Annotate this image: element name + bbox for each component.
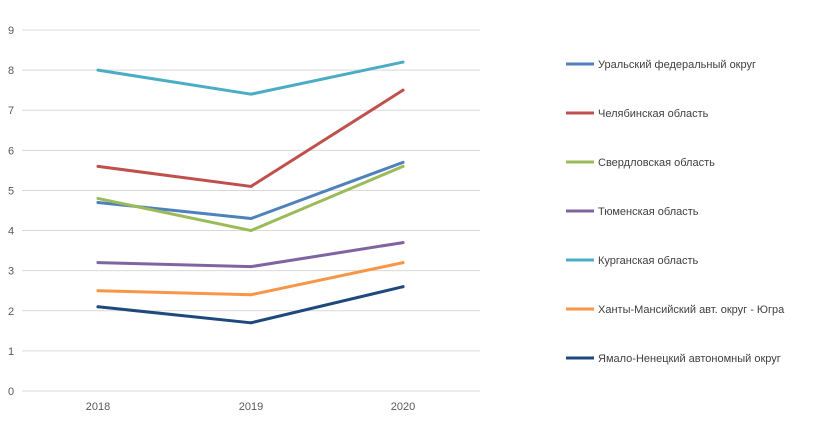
data-point: [96, 200, 100, 204]
legend: Уральский федеральный округ Челябинская о…: [566, 59, 785, 365]
axes: 0 1 2 3 4 5 6 7 8 9 2018 2019 2020: [8, 25, 415, 413]
series-line: [96, 241, 405, 269]
data-point: [249, 265, 253, 269]
data-point: [249, 92, 253, 96]
y-tick-label: 7: [8, 105, 14, 117]
series-line: [96, 60, 405, 96]
y-tick-label: 5: [8, 185, 14, 197]
series-line: [96, 88, 405, 188]
data-point: [249, 184, 253, 188]
y-tick-label: 3: [8, 266, 14, 278]
series-lines: [96, 60, 405, 325]
y-tick-label: 2: [8, 306, 14, 318]
legend-label: Уральский федеральный округ: [598, 59, 756, 71]
data-point: [249, 293, 253, 297]
x-tick-label: 2019: [239, 401, 263, 413]
legend-label: Ямало-Ненецкий автономный округ: [598, 353, 781, 365]
y-tick-label: 9: [8, 25, 14, 37]
data-point: [401, 88, 405, 92]
data-point: [96, 164, 100, 168]
series-line: [96, 164, 405, 233]
data-point: [401, 285, 405, 289]
data-point: [401, 241, 405, 245]
y-tick-label: 0: [8, 386, 14, 398]
data-point: [249, 217, 253, 221]
data-point: [96, 196, 100, 200]
x-tick-label: 2018: [86, 401, 110, 413]
data-point: [96, 289, 100, 293]
data-point: [96, 68, 100, 72]
legend-label: Челябинская область: [598, 108, 709, 120]
data-point: [401, 60, 405, 64]
data-point: [401, 160, 405, 164]
y-tick-label: 1: [8, 346, 14, 358]
x-tick-label: 2020: [391, 401, 415, 413]
legend-label: Свердловская область: [598, 157, 715, 169]
data-point: [96, 305, 100, 309]
data-point: [249, 321, 253, 325]
y-tick-label: 8: [8, 65, 14, 77]
data-point: [401, 164, 405, 168]
data-point: [249, 229, 253, 233]
data-point: [96, 261, 100, 265]
legend-label: Тюменская область: [598, 206, 699, 218]
y-tick-label: 4: [8, 226, 14, 238]
y-tick-label: 6: [8, 145, 14, 157]
legend-label: Ханты-Мансийский авт. округ - Югра: [598, 304, 785, 316]
data-point: [401, 261, 405, 265]
legend-label: Курганская область: [598, 255, 699, 267]
gridlines: [22, 29, 480, 392]
